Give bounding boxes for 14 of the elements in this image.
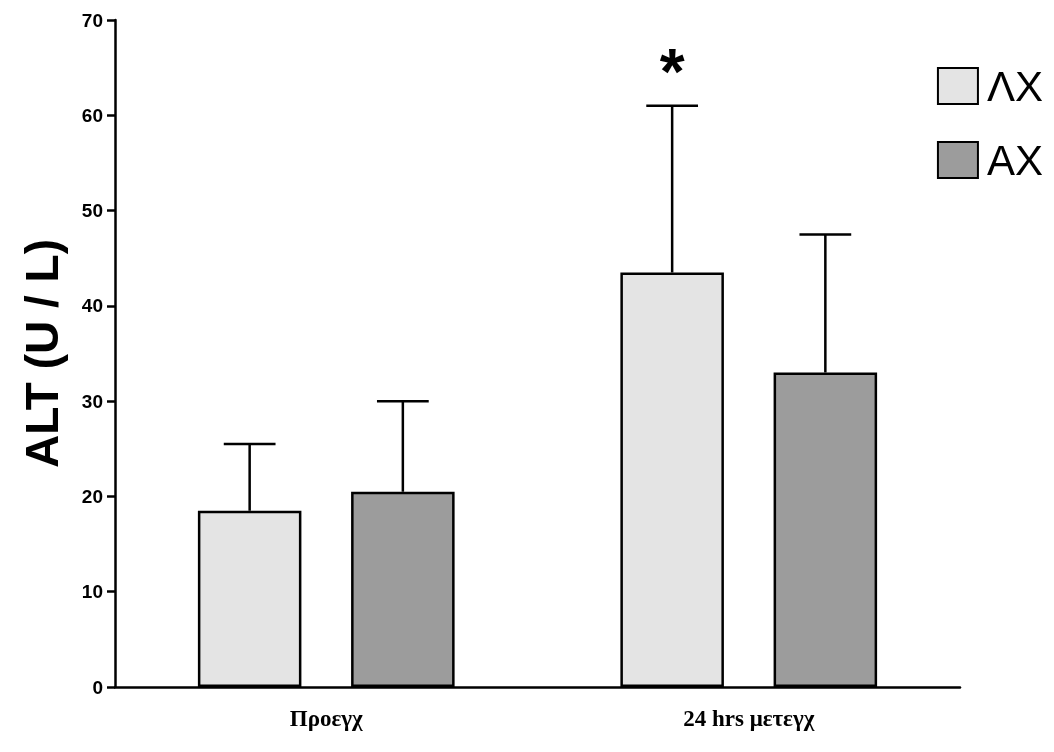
y-tick-label: 20 <box>81 485 103 507</box>
x-tick-label: 24 hrs μετεγχ <box>683 706 815 731</box>
legend-label: ΛX <box>986 62 1044 110</box>
y-tick-label: 60 <box>81 104 103 126</box>
y-tick-label: 70 <box>81 9 103 31</box>
y-tick-label: 10 <box>81 581 103 603</box>
y-axis-title: ALT (U / L) <box>16 238 68 469</box>
x-tick-label: Προεγχ <box>289 706 364 731</box>
y-tick-label: 40 <box>81 295 103 317</box>
legend-label: AX <box>986 136 1043 184</box>
y-tick-label: 0 <box>92 676 103 698</box>
annotation: * <box>659 35 685 108</box>
y-tick-label: 50 <box>81 200 103 222</box>
y-tick-label: 30 <box>81 390 103 412</box>
